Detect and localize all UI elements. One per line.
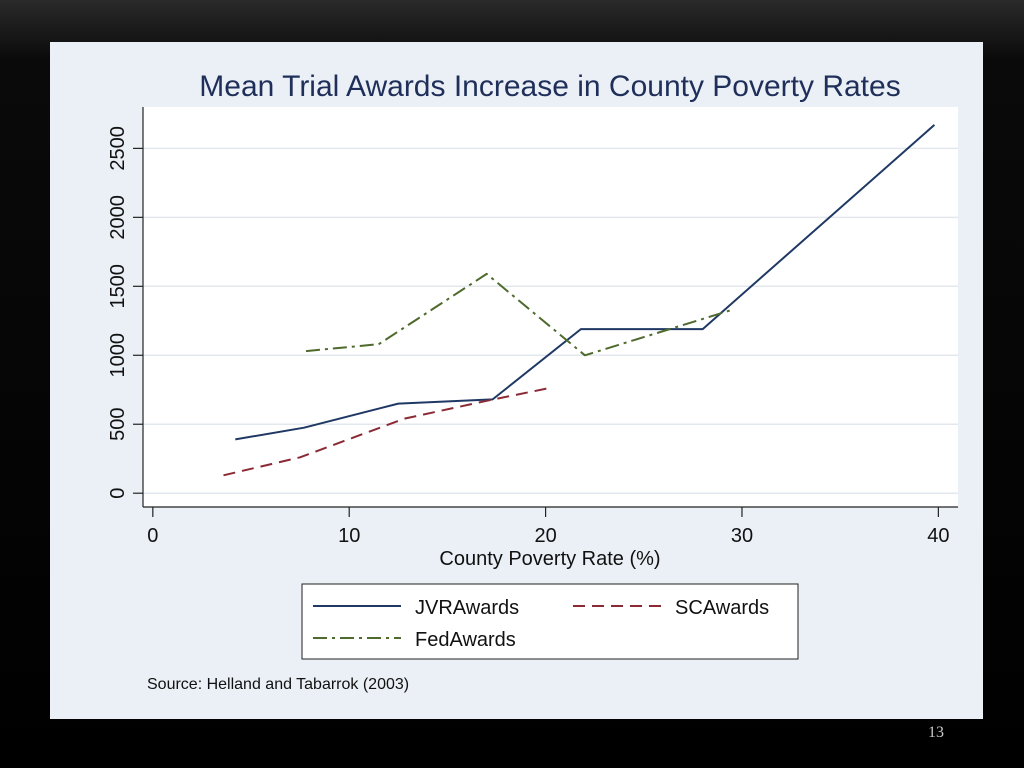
page-number: 13 [928, 724, 944, 741]
plot-area [143, 107, 958, 507]
x-tick-label-40: 40 [927, 525, 949, 547]
x-tick-label-10: 10 [338, 525, 360, 547]
x-tick-label-0: 0 [147, 525, 158, 547]
legend-box [301, 583, 799, 660]
source-note: Source: Helland and Tabarrok (2003) [147, 676, 409, 693]
series-line-scawards [223, 387, 548, 477]
y-tick-label-1500: 1500 [107, 264, 129, 309]
series-line-fedawards [305, 272, 733, 357]
legend-label-jvrawards: JVRAwards [415, 597, 519, 619]
series-lines [223, 124, 936, 477]
chart-title: Mean Trial Awards Increase in County Pov… [199, 70, 900, 103]
x-tick-label-30: 30 [731, 525, 753, 547]
legend: JVRAwards SCAwards FedAwards [301, 583, 799, 660]
y-tick-label-1000: 1000 [107, 333, 129, 378]
y-tick-label-2000: 2000 [107, 195, 129, 240]
x-tick-label-20: 20 [534, 525, 556, 547]
legend-label-scawards: SCAwards [675, 597, 769, 619]
gridlines [143, 147, 958, 494]
y-tick-label-500: 500 [107, 408, 129, 441]
y-tick-label-2500: 2500 [107, 126, 129, 171]
x-axis-label: County Poverty Rate (%) [439, 548, 660, 570]
series-line-jvrawards [235, 124, 936, 441]
y-tick-label-0: 0 [107, 488, 129, 499]
legend-label-fedawards: FedAwards [415, 629, 516, 651]
axes: 0 500 1000 1500 2000 2500 0 10 20 30 40 [107, 107, 958, 547]
